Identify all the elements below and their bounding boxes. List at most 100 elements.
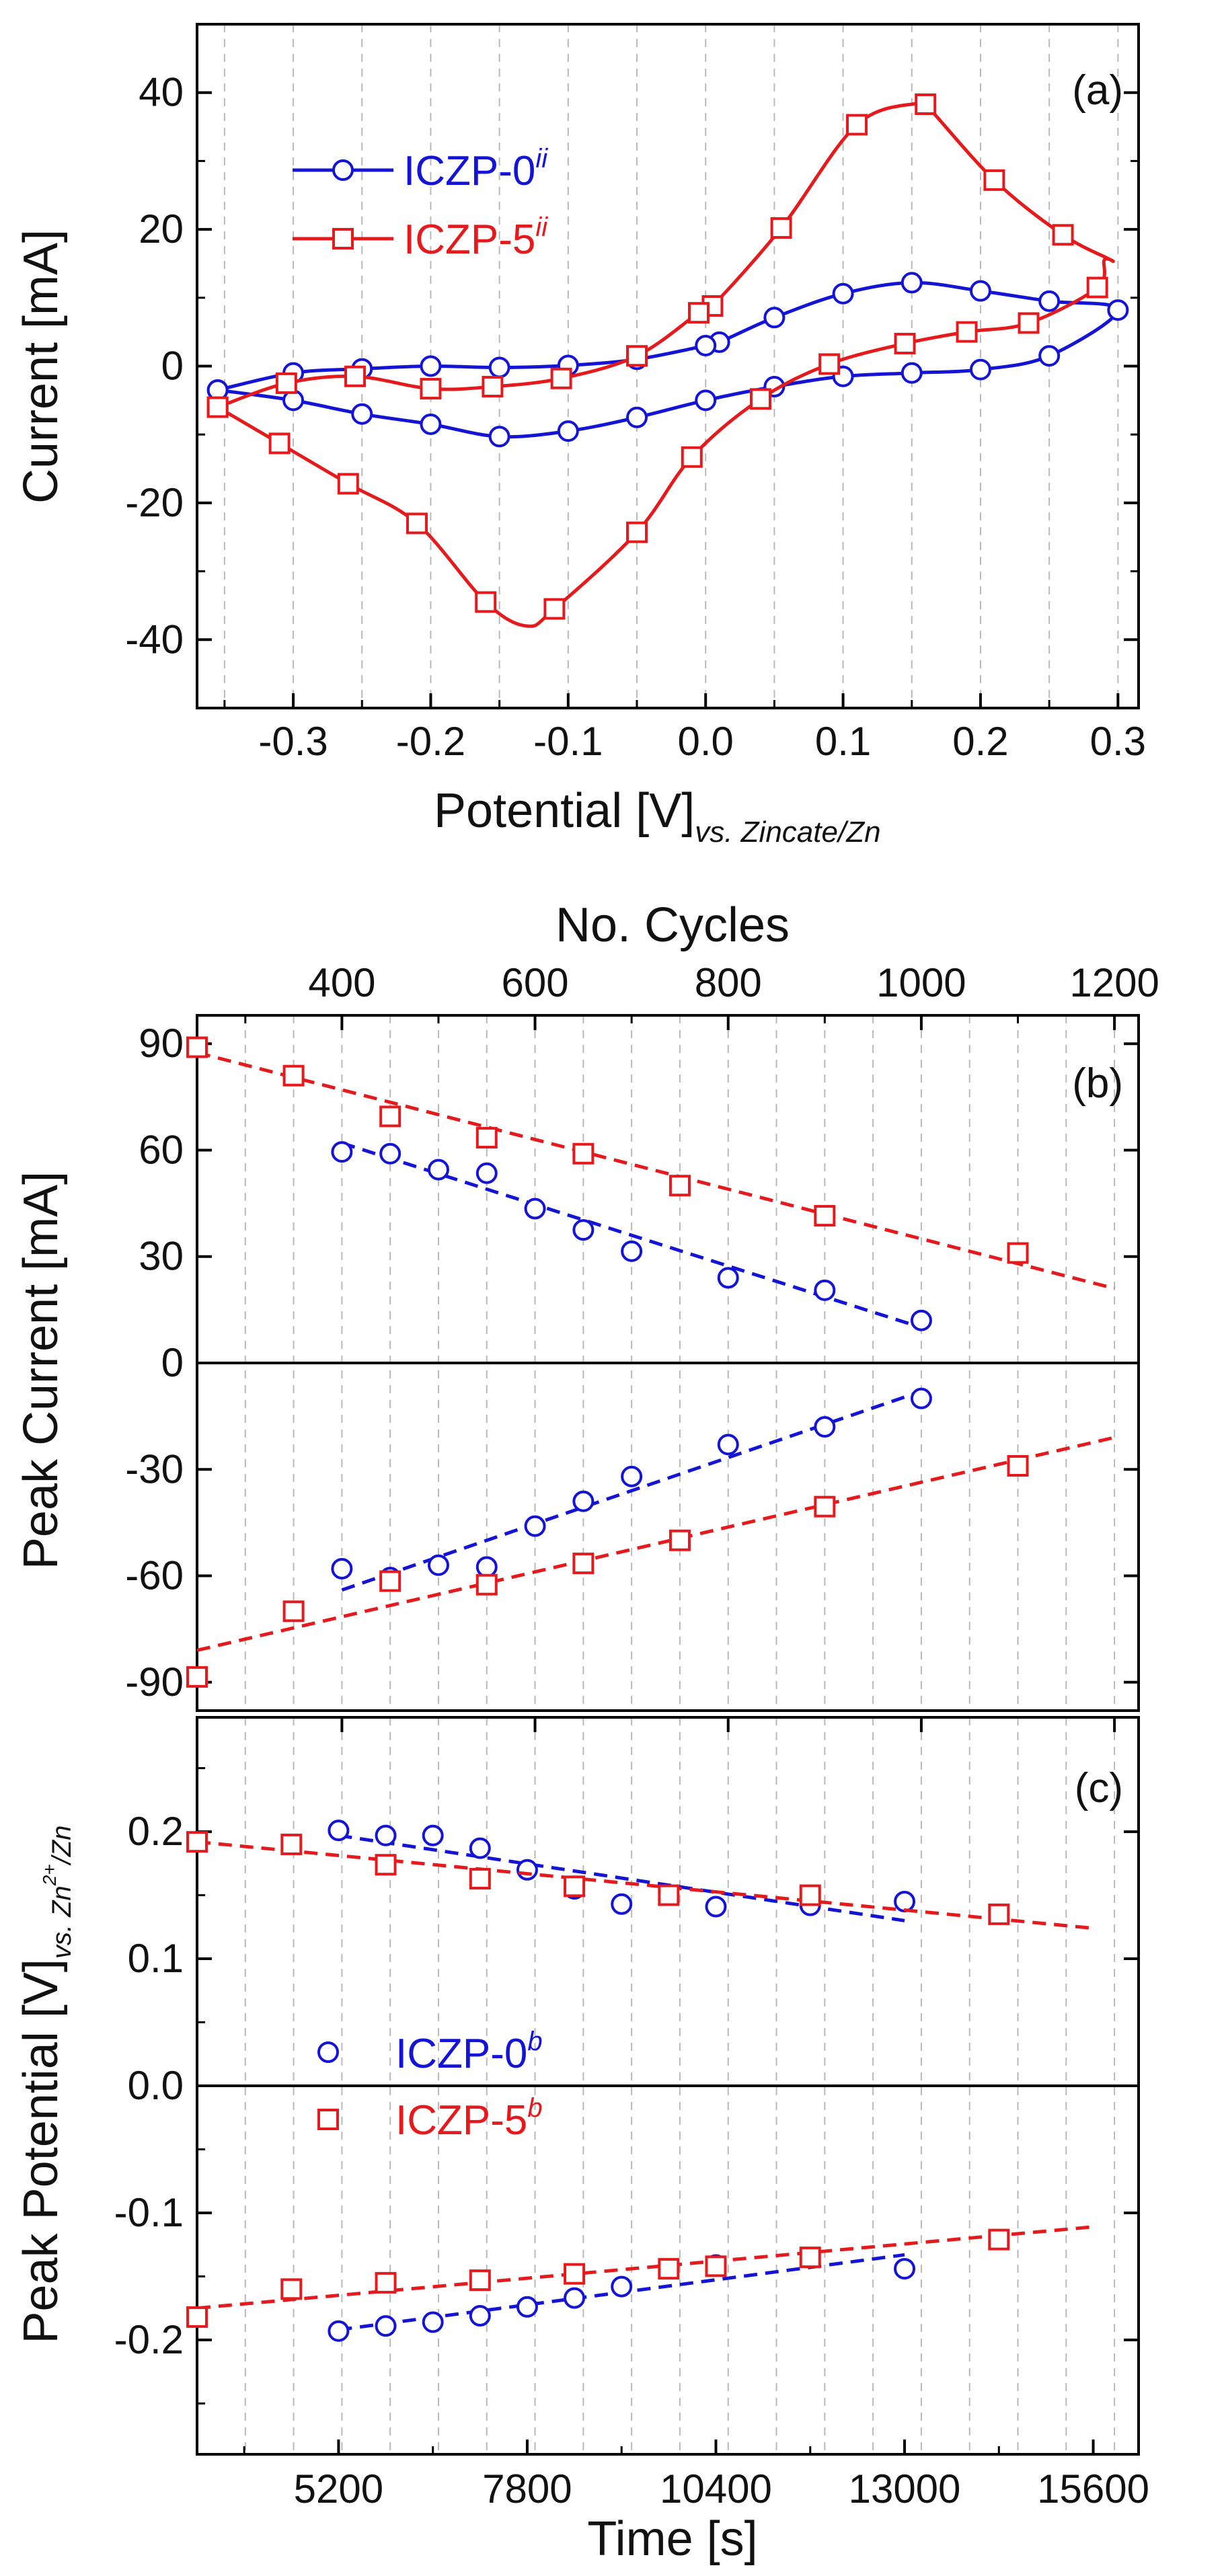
panel-a-legend: ICZP-0ii ICZP-5ii: [293, 144, 548, 263]
data-point: [379, 1570, 401, 1592]
cv-point-iczp5: [956, 321, 978, 343]
data-point: [572, 1553, 595, 1575]
cv-point-iczp5: [550, 367, 572, 389]
x-tick-label: 0.1: [815, 719, 871, 764]
data-point: [469, 2269, 491, 2292]
data-point: [1007, 1454, 1029, 1477]
fit-line: [196, 2225, 1094, 2310]
y-tick-label: 0.1: [128, 1936, 184, 1981]
data-point: [282, 1064, 305, 1087]
top-x-tick-label: 400: [308, 960, 375, 1005]
cv-point-iczp5: [475, 591, 497, 613]
data-point: [331, 1141, 353, 1163]
cv-point-iczp5: [626, 345, 648, 367]
data-point: [572, 1490, 595, 1512]
data-point: [475, 1162, 498, 1184]
cv-point-iczp0: [420, 355, 442, 377]
top-x-tick-label: 600: [502, 960, 569, 1005]
cv-point-iczp0: [695, 334, 717, 356]
cv-point-iczp0: [1107, 299, 1129, 321]
cv-point-iczp5: [818, 353, 841, 375]
data-point: [280, 1833, 303, 1855]
cv-point-iczp5: [268, 432, 291, 455]
data-point: [572, 1142, 595, 1165]
top-x-tick-label: 1200: [1069, 960, 1159, 1005]
top-x-tick-label: 800: [695, 960, 762, 1005]
y-tick-label: -20: [125, 480, 184, 525]
data-point: [375, 2315, 397, 2337]
data-point: [717, 1267, 739, 1289]
cv-point-iczp0: [1038, 290, 1061, 312]
panel-a-x-axis-label: Potential [V]vs. Zincate/Zn: [434, 784, 881, 849]
y-tick-label: 60: [139, 1127, 184, 1172]
cv-point-iczp0: [901, 272, 923, 294]
data-point: [379, 1105, 401, 1128]
x-tick-label: 13000: [849, 2466, 961, 2511]
legend-label-iczp5: ICZP-5b: [395, 2093, 543, 2144]
data-point: [427, 1159, 449, 1181]
cv-point-iczp0: [488, 356, 510, 379]
legend-marker-circle: [332, 159, 354, 181]
data-point: [375, 1854, 397, 1876]
data-point: [894, 1891, 916, 1912]
data-point: [621, 1465, 643, 1487]
legend-marker-square: [317, 2109, 339, 2130]
fit-line: [196, 1050, 1115, 1290]
legend-label-iczp0: ICZP-0ii: [404, 144, 548, 194]
legend-marker-circle: [317, 2041, 339, 2063]
y-tick-label: 0: [161, 1340, 184, 1385]
data-point: [572, 1219, 595, 1241]
data-point: [186, 2306, 208, 2328]
cv-point-iczp0: [832, 282, 854, 305]
data-point: [186, 1831, 208, 1853]
panel-b: 400 600 800 1000 1200 -90 -60 -30 0 30 60 90 (b) No…: [14, 898, 1159, 1712]
y-tick-label: -30: [125, 1446, 184, 1491]
cv-point-iczp5: [1052, 224, 1074, 246]
x-tick-label: -0.2: [396, 719, 465, 764]
x-tick-label: 0.3: [1090, 719, 1146, 764]
data-point: [988, 1903, 1010, 1925]
cv-point-iczp5: [337, 473, 359, 495]
cv-point-iczp5: [406, 512, 428, 535]
data-point: [799, 2247, 821, 2269]
panel-a-label: (a): [1072, 67, 1123, 114]
y-tick-label: 0: [161, 344, 184, 389]
fit-line: [196, 1436, 1115, 1652]
data-point: [422, 1824, 444, 1846]
fit-line: [341, 1389, 922, 1592]
cv-point-iczp5: [687, 302, 710, 324]
x-tick-label: 15600: [1037, 2466, 1149, 2511]
data-point: [328, 2320, 350, 2342]
y-tick-label: -90: [125, 1660, 184, 1705]
cv-point-iczp5: [626, 521, 648, 543]
data-point: [717, 1434, 739, 1456]
cv-point-iczp5: [543, 598, 566, 620]
y-tick-label: -60: [125, 1553, 184, 1598]
legend-label-iczp5: ICZP-5ii: [404, 212, 548, 263]
data-point: [621, 1240, 643, 1262]
y-tick-label: 40: [139, 70, 184, 115]
y-tick-label: -0.1: [114, 2190, 184, 2235]
cv-point-iczp0: [626, 406, 648, 428]
panel-a-y-axis-label: Current [mA]: [14, 229, 68, 504]
data-point: [328, 1820, 350, 1842]
y-tick-label: -0.2: [114, 2317, 184, 2362]
cv-point-iczp5: [275, 372, 297, 394]
data-point: [469, 2305, 491, 2327]
top-x-tick-label: 1000: [876, 960, 966, 1005]
cv-point-iczp5: [344, 365, 367, 387]
data-point: [422, 2311, 444, 2333]
cv-point-iczp0: [557, 420, 579, 442]
x-tick-label: 0.2: [952, 719, 1008, 764]
data-point: [1007, 1242, 1029, 1264]
data-point: [814, 1205, 836, 1227]
data-point: [331, 1557, 353, 1579]
data-point: [524, 1198, 546, 1220]
x-tick-label: 0.0: [677, 719, 733, 764]
cv-point-iczp5: [915, 93, 937, 115]
data-point: [564, 2263, 586, 2285]
data-point: [475, 1556, 498, 1578]
data-point: [705, 1896, 727, 1918]
data-point: [814, 1415, 836, 1438]
